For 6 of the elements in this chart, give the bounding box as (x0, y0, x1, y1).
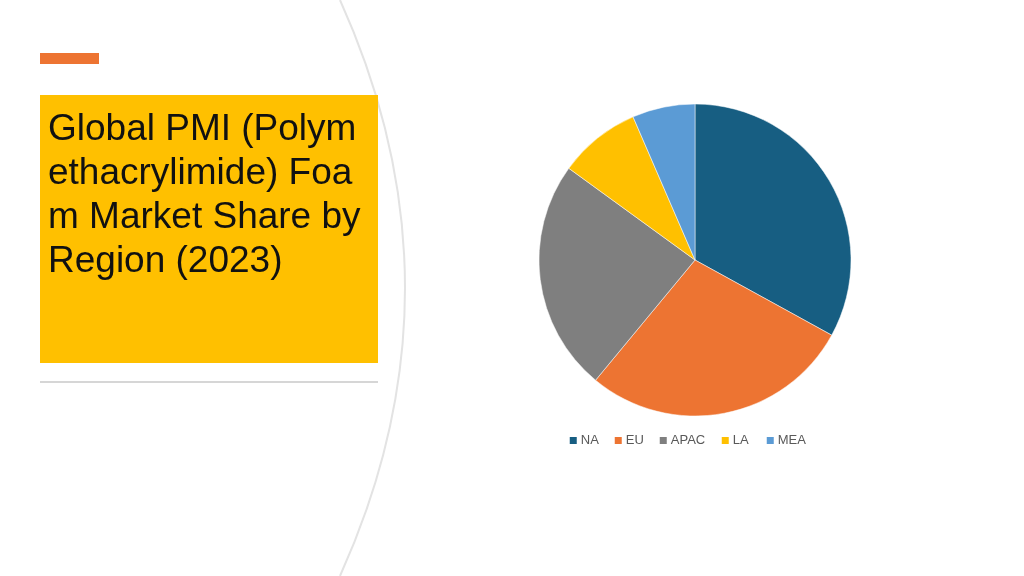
legend-label: APAC (670, 432, 706, 447)
legend-label: LA (732, 432, 749, 447)
text: Global PMI (Polymethacrylimide) Foam Market Share by Region (2023) (48, 106, 362, 282)
legend-label: MEA (777, 432, 807, 447)
legend-label: NA (580, 432, 600, 447)
legend-label: EU (625, 432, 644, 447)
